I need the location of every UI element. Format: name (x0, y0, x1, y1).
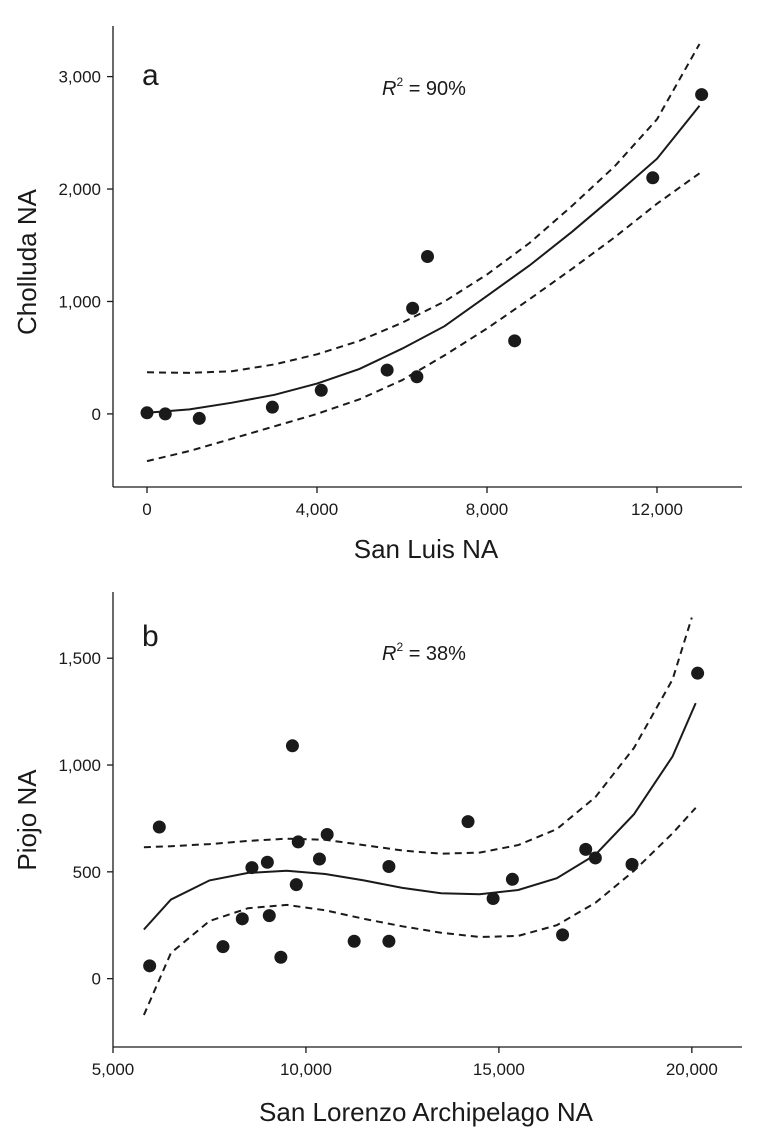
panel-a: 0 4,000 8,000 12,000 0 1,000 2,000 3,000 a R2 =… (12, 26, 742, 564)
panel-a-fit-line (146, 105, 701, 414)
panel-b-data-point (625, 857, 639, 871)
panel-b-y-tick-label: 1,000 (58, 756, 101, 775)
panel-b-y-axis-label: Piojo NA (12, 769, 42, 871)
panel-a-data-point (406, 301, 420, 315)
panel-a-x-tick-label: 4,000 (296, 500, 339, 519)
panel-b-data-point (245, 861, 259, 875)
panel-b-data-point (486, 892, 500, 906)
panel-a-letter: a (142, 59, 159, 92)
panel-b-data-point (262, 909, 276, 923)
panel-b-data-point (291, 835, 305, 849)
panel-b-data-point (347, 934, 361, 948)
panel-b-data-point (143, 959, 157, 973)
panel-a-x-tick-label: 12,000 (631, 500, 683, 519)
panel-b-y-tick-label: 0 (92, 970, 101, 989)
panel-a-ci-lower-line (146, 172, 701, 463)
panel-a-data-point (192, 411, 206, 425)
panel-a-data-point (380, 363, 394, 377)
panel-b-x-axis-label: San Lorenzo Archipelago NA (259, 1097, 594, 1127)
panel-b-data-point (260, 855, 274, 869)
panel-a-ci-upper-line (146, 43, 701, 374)
panel-b-data-point (289, 878, 303, 892)
panel-b-data-point (285, 739, 299, 753)
panel-b-data-point (588, 851, 602, 865)
panel-a-data-point (158, 407, 172, 421)
panel-b-data-point (274, 950, 288, 964)
panel-a-y-tick-label: 0 (92, 405, 101, 424)
panel-b-x-tick-label: 15,000 (473, 1060, 525, 1079)
panel-a-data-point (646, 171, 660, 185)
panel-b-x-tick-label: 10,000 (280, 1060, 332, 1079)
panel-b-data-point (505, 872, 519, 886)
panel-b-data-point (556, 928, 570, 942)
panel-b-data-point (235, 912, 249, 926)
panel-b-data-point (216, 940, 230, 954)
panel-a-y-tick-label: 3,000 (58, 68, 101, 87)
panel-b-y-tick-label: 1,500 (58, 649, 101, 668)
panel-a-r2-annotation: R2 = 90% (382, 75, 466, 100)
panel-a-data-point (265, 400, 279, 414)
panel-a-data-point (140, 406, 154, 420)
panel-b-data-point (312, 852, 326, 866)
panel-b-data-point (691, 666, 705, 680)
panel-b-ci-upper-line (143, 617, 693, 855)
panel-a-y-tick-label: 1,000 (58, 292, 101, 311)
panel-b-y-tick-label: 500 (73, 863, 101, 882)
panel-b-fit-line (143, 702, 697, 931)
panel-b-letter: b (142, 620, 159, 653)
panel-b-r2-annotation: R2 = 38% (382, 640, 466, 665)
panel-a-data-point (508, 334, 522, 348)
panel-b-data-point (579, 842, 593, 856)
panel-b-data-point (382, 934, 396, 948)
panel-a-data-point (314, 383, 328, 397)
panel-b-data-point (461, 815, 475, 829)
panel-a-data-point (410, 370, 424, 384)
panel-b-x-tick-label: 20,000 (666, 1060, 718, 1079)
panel-a-y-tick-label: 2,000 (58, 180, 101, 199)
panel-b-data-point (320, 827, 334, 841)
panel-a-x-axis-label: San Luis NA (354, 534, 499, 564)
panel-b-data-point (152, 820, 166, 834)
panel-a-x-tick-label: 0 (142, 500, 151, 519)
panel-b-x-tick-label: 5,000 (92, 1060, 135, 1079)
panel-a-data-point (421, 250, 434, 263)
panel-a-data-point (695, 88, 709, 102)
panel-b-data-point (382, 859, 396, 873)
panel-a-y-axis-label: Cholluda NA (12, 188, 42, 335)
panel-b-ci-lower-line (142, 807, 697, 1016)
panel-a-x-tick-label: 8,000 (466, 500, 509, 519)
